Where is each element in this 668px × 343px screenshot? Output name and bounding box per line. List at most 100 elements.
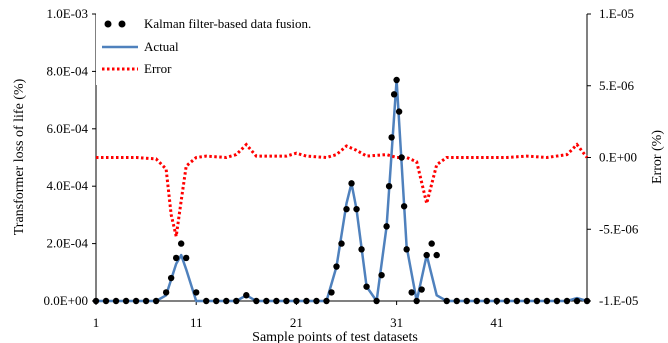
- kalman-data-point: [323, 297, 330, 305]
- kalman-data-point: [102, 297, 110, 305]
- kalman-data-point: [483, 297, 490, 305]
- kalman-data-point: [473, 297, 480, 305]
- kalman-data-point: [413, 297, 420, 305]
- legend-item-error: Error: [102, 61, 172, 76]
- kalman-data-point: [112, 297, 120, 305]
- kalman-data-point: [428, 240, 435, 247]
- kalman-data-point: [390, 91, 398, 98]
- y-tick-label: 0.0E+00: [43, 293, 88, 308]
- kalman-data-point: [273, 297, 280, 305]
- x-tick-label: 21: [290, 315, 303, 330]
- kalman-data-point: [463, 297, 470, 305]
- legend-label-actual: Actual: [144, 39, 179, 54]
- kalman-data-point: [243, 292, 250, 299]
- legend-marker-kalman: [104, 20, 112, 28]
- x-tick-label: 31: [390, 315, 403, 330]
- y-tick-label: 4.0E-04: [46, 178, 88, 193]
- legend: Kalman filter-based data fusion. Actual …: [96, 11, 368, 85]
- kalman-data-point: [493, 297, 501, 305]
- kalman-data-point: [400, 203, 408, 210]
- kalman-data-point: [177, 240, 185, 247]
- kalman-data-point: [348, 180, 355, 187]
- kalman-data-point: [363, 283, 370, 290]
- kalman-data-point: [263, 297, 270, 305]
- kalman-data-point: [443, 297, 450, 305]
- y2-axis-label: Error (%): [650, 130, 665, 184]
- kalman-data-point: [193, 289, 200, 296]
- kalman-data-point: [223, 297, 230, 305]
- kalman-data-point: [378, 271, 385, 279]
- kalman-data-point: [328, 289, 335, 296]
- legend-item-actual: Actual: [102, 39, 179, 54]
- kalman-data-point: [418, 286, 425, 293]
- y2-tick-label: 5.E-06: [599, 78, 635, 93]
- kalman-data-point: [563, 297, 571, 305]
- kalman-data-point: [353, 205, 360, 213]
- y2-tick-label: -5.E-06: [599, 221, 639, 236]
- kalman-data-point: [253, 297, 260, 305]
- kalman-data-point: [543, 297, 551, 305]
- kalman-data-point: [383, 223, 390, 230]
- kalman-data-point: [513, 297, 521, 305]
- series-layer: [92, 76, 591, 305]
- y2-tick-label: 0.E+00: [599, 150, 637, 165]
- x-tick-label: 11: [190, 315, 203, 330]
- kalman-data-point: [338, 240, 345, 247]
- kalman-data-point: [172, 254, 180, 262]
- y-axis-label: Transformer loss of life (%): [12, 78, 27, 235]
- kalman-data-point: [293, 297, 300, 305]
- kalman-data-point: [393, 76, 400, 84]
- x-tick-label: 41: [490, 315, 503, 330]
- y2-tick-label: 1.E-05: [599, 6, 634, 21]
- tick-labels: 1 11 21 31 410.0E+002.0E-044.0E-046.0E-048.0…: [43, 6, 638, 330]
- kalman-data-point: [182, 254, 190, 262]
- kalman-data-point: [533, 297, 541, 305]
- kalman-data-point: [213, 297, 220, 305]
- legend-box: [96, 11, 368, 85]
- kalman-data-point: [142, 297, 150, 305]
- kalman-data-point: [333, 263, 340, 270]
- kalman-data-point: [303, 297, 310, 305]
- legend-item-kalman: Kalman filter-based data fusion.: [104, 16, 311, 31]
- legend-label-kalman: Kalman filter-based data fusion.: [144, 16, 311, 31]
- kalman-data-point: [388, 134, 395, 141]
- kalman-data-point: [203, 297, 210, 305]
- kalman-data-point: [167, 274, 175, 282]
- kalman-data-point: [433, 251, 440, 259]
- error-series-line: [96, 142, 589, 237]
- kalman-data-point: [423, 251, 430, 259]
- kalman-data-point: [283, 297, 290, 305]
- kalman-data-point: [503, 297, 511, 305]
- x-tick-label: 1: [93, 315, 100, 330]
- kalman-data-point: [408, 289, 415, 296]
- kalman-data-point: [132, 297, 140, 305]
- y-tick-label: 6.0E-04: [46, 121, 88, 136]
- kalman-data-point: [583, 297, 591, 305]
- kalman-data-point: [358, 246, 365, 253]
- kalman-data-point: [92, 297, 100, 305]
- kalman-data-point: [373, 297, 380, 305]
- legend-label-error: Error: [144, 61, 172, 76]
- x-axis-label: Sample points of test datasets: [252, 330, 418, 343]
- y-tick-label: 2.0E-04: [46, 236, 88, 251]
- kalman-data-point: [233, 297, 240, 305]
- y-tick-label: 8.0E-04: [46, 63, 88, 78]
- legend-marker-kalman: [118, 20, 126, 28]
- kalman-data-point: [343, 205, 350, 213]
- y2-tick-label: -1.E-05: [599, 293, 638, 308]
- kalman-data-point: [523, 297, 531, 305]
- kalman-data-point: [453, 297, 460, 305]
- kalman-data-point: [398, 154, 405, 161]
- kalman-data-point: [152, 297, 160, 305]
- kalman-data-point: [403, 246, 410, 253]
- kalman-data-point: [162, 289, 170, 296]
- kalman-data-point: [573, 297, 581, 305]
- kalman-data-point: [313, 297, 320, 305]
- kalman-data-point: [553, 297, 561, 305]
- kalman-data-point: [395, 108, 403, 115]
- y-tick-label: 1.0E-03: [46, 6, 88, 21]
- kalman-data-point: [385, 183, 393, 190]
- kalman-data-point: [122, 297, 130, 305]
